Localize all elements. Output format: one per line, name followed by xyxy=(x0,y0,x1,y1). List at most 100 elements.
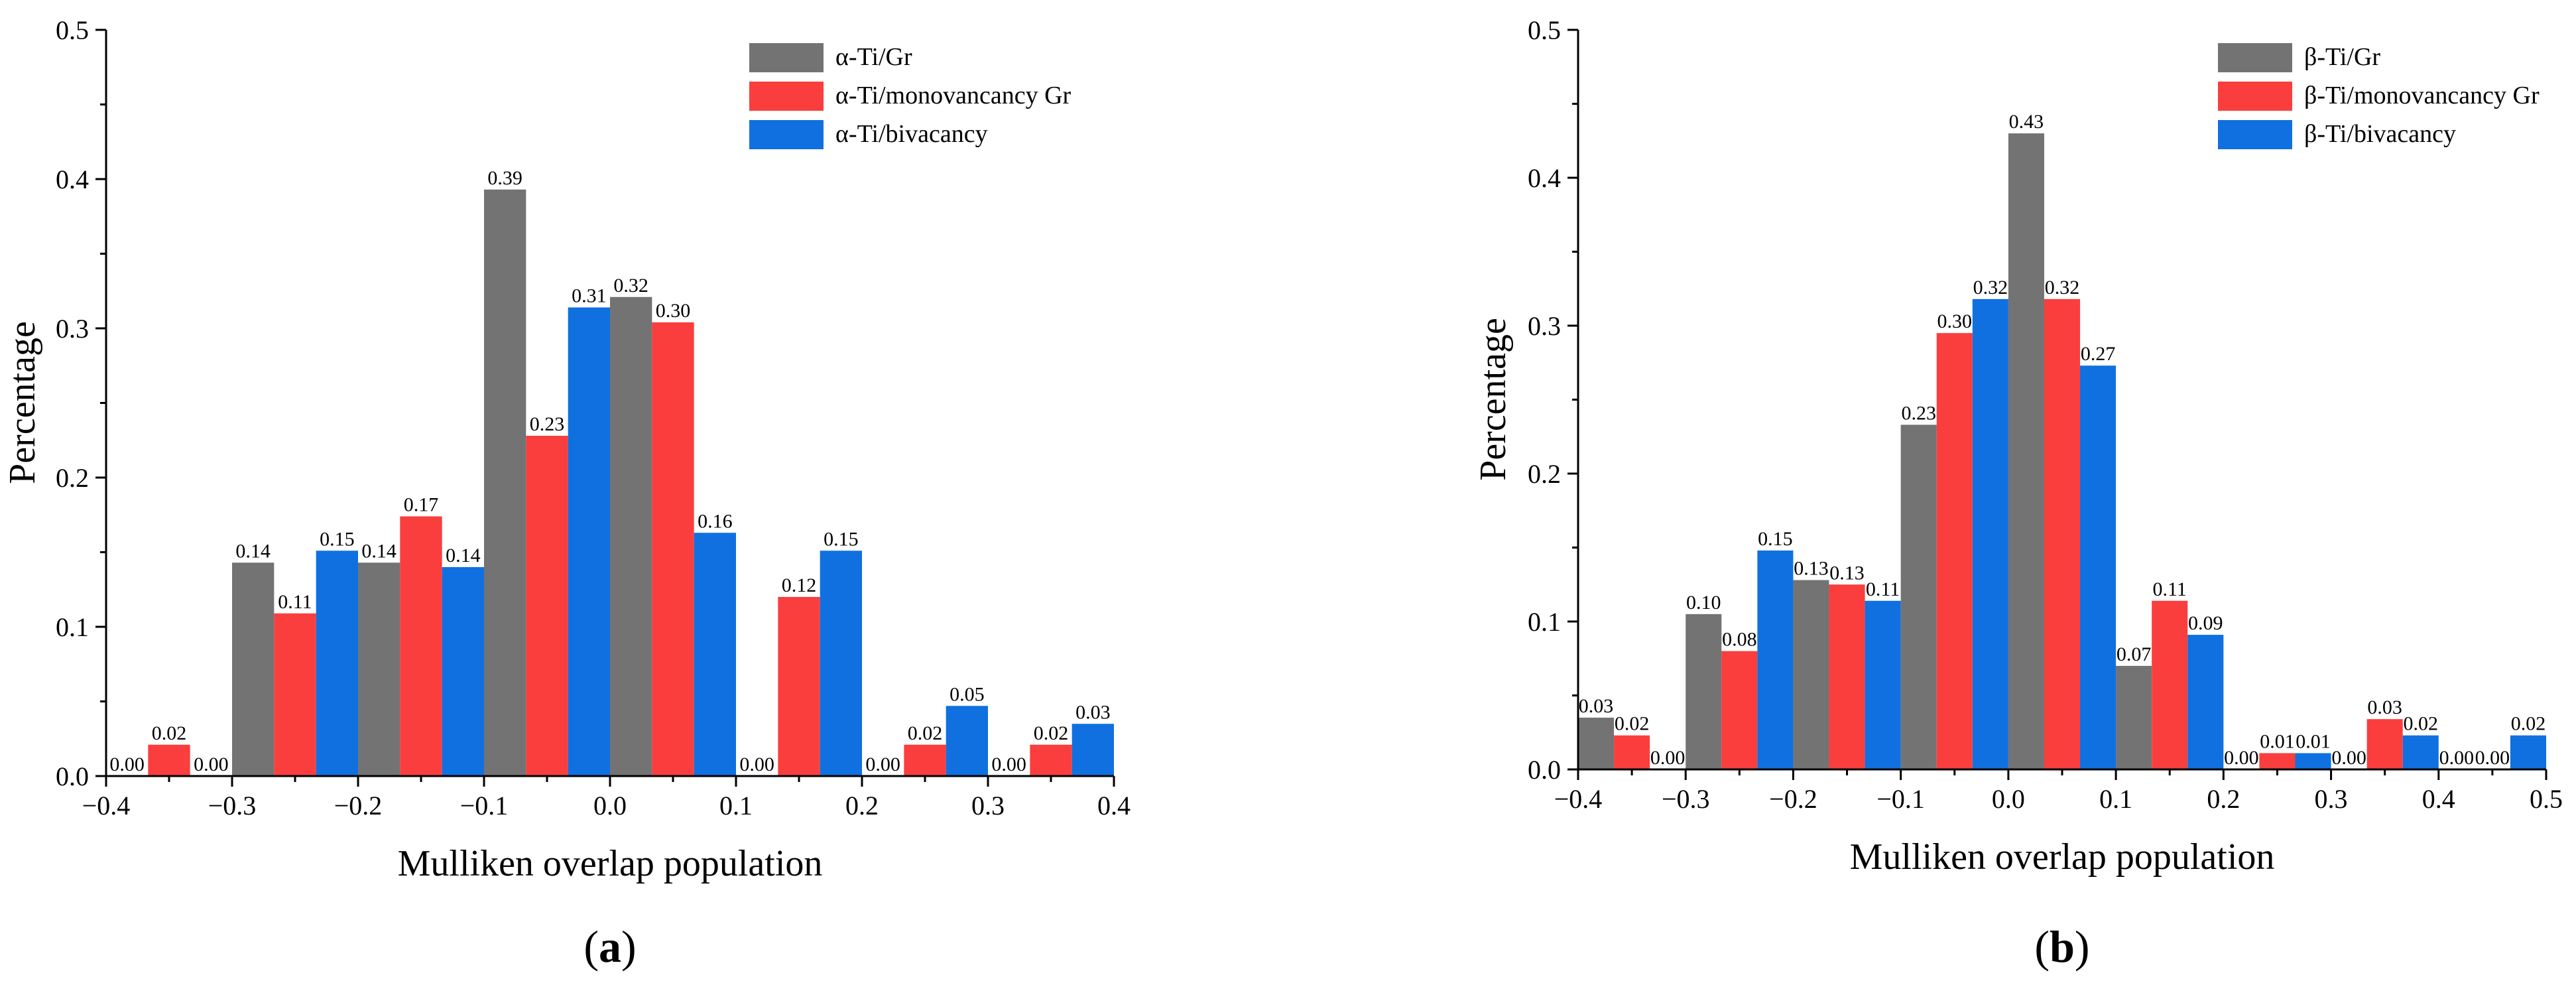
x-tick-label-0-7: 0.3 xyxy=(971,791,1005,820)
bar-0-s2-b7 xyxy=(1072,724,1114,776)
x-tick-label-0-4: 0.0 xyxy=(593,791,627,820)
bar-0-s0-b3 xyxy=(484,189,526,776)
bar-0-s1-b0 xyxy=(148,744,190,776)
bar-1-s2-b2 xyxy=(1865,600,1901,769)
data-label-1-s1-b1: 0.08 xyxy=(1722,629,1757,651)
legend-swatch-1-0 xyxy=(2218,43,2292,72)
chart-panel-b: 0.030.100.130.230.430.070.00 0.00 0.000.02… xyxy=(1473,15,2563,972)
data-label-1-s0-b5: 0.07 xyxy=(2116,643,2152,665)
legend-1: β-Ti/Gr β-Ti/monovancancy Gr β-Ti/bivacanc… xyxy=(2218,43,2540,149)
panel-label-letter-0: a xyxy=(599,921,621,972)
y-tick-label-0-1: 0.1 xyxy=(56,612,89,642)
bar-1-s1-b4 xyxy=(2044,298,2081,769)
legend-label-1-2: β-Ti/bivacancy xyxy=(2304,120,2456,148)
legend-swatch-0-0 xyxy=(749,43,824,72)
y-tick-label-0-5: 0.5 xyxy=(56,15,89,45)
data-label-1-s1-b4: 0.32 xyxy=(2045,277,2080,298)
bar-0-s1-b5 xyxy=(778,597,820,776)
bar-1-s2-b7 xyxy=(2402,735,2439,769)
panel-label-0: (a) xyxy=(583,921,636,972)
y-tick-label-1-5: 0.5 xyxy=(1528,15,1561,45)
legend-label-1-0: β-Ti/Gr xyxy=(2304,43,2380,71)
bar-1-s2-b6 xyxy=(2295,753,2331,769)
data-label-1-s1-b0: 0.02 xyxy=(1615,713,1650,735)
legend-label-0-0: α-Ti/Gr xyxy=(835,43,912,71)
bar-1-s2-b1 xyxy=(1757,550,1794,769)
data-label-1-s0-b8: 0.00 xyxy=(2439,747,2475,769)
data-label-1-s2-b3: 0.32 xyxy=(1973,277,2008,298)
bar-1-s1-b3 xyxy=(1936,333,1973,769)
bar-0-s2-b4 xyxy=(694,533,736,776)
data-label-0-s0-b4: 0.32 xyxy=(613,275,648,296)
legend-swatch-0-1 xyxy=(749,82,824,111)
y-axis-title-0: Percentage xyxy=(2,321,43,484)
data-label-1-s2-b1: 0.15 xyxy=(1758,528,1793,550)
panel-label-close-0: ) xyxy=(621,921,637,972)
x-tick-label-0-5: 0.1 xyxy=(719,791,753,820)
data-label-1-s0-b1: 0.10 xyxy=(1686,592,1721,614)
data-label-1-s0-b0: 0.03 xyxy=(1579,695,1614,717)
data-label-0-s1-b6: 0.02 xyxy=(908,722,943,744)
data-label-1-s2-b4: 0.27 xyxy=(2081,343,2116,365)
panel-label-letter-1: b xyxy=(2050,921,2075,972)
y-tick-label-1-3: 0.3 xyxy=(1528,311,1561,341)
x-tick-label-1-4: 0.0 xyxy=(1992,784,2025,814)
bar-0-s2-b2 xyxy=(442,567,484,776)
bar-1-s0-b4 xyxy=(2008,133,2044,770)
data-label-0-s2-b0: 0.00 xyxy=(194,753,229,775)
bar-0-s2-b1 xyxy=(316,551,358,776)
data-label-0-s2-b3: 0.31 xyxy=(572,285,607,307)
data-label-1-s1-b8: 0.00 xyxy=(2475,747,2510,769)
bar-1-s2-b8 xyxy=(2510,735,2546,769)
data-label-0-s2-b7: 0.03 xyxy=(1075,701,1111,723)
y-tick-label-1-2: 0.2 xyxy=(1528,459,1561,489)
legend-swatch-1-1 xyxy=(2218,82,2292,111)
data-label-1-s2-b7: 0.02 xyxy=(2403,713,2438,735)
data-label-1-s2-b2: 0.11 xyxy=(1866,578,1900,600)
bar-1-s1-b5 xyxy=(2152,600,2188,769)
data-label-1-s0-b4: 0.43 xyxy=(2009,111,2044,133)
legend-swatch-0-2 xyxy=(749,120,824,149)
data-label-1-s2-b8: 0.02 xyxy=(2511,713,2546,735)
x-tick-label-1-0: −0.4 xyxy=(1554,784,1603,814)
bar-1-s1-b1 xyxy=(1721,651,1758,769)
panel-label-close-1: ) xyxy=(2075,921,2090,972)
chart-panel-a: 0.00 0.14 0.14 0.39 0.32 0.00 0.00 0.00 0.02 0.11… xyxy=(2,15,1131,972)
x-tick-label-1-3: −0.1 xyxy=(1876,784,1925,814)
legend-0: α-Ti/Gr α-Ti/monovancancy Gr α-Ti/bivacanc… xyxy=(749,43,1072,149)
data-label-0-s0-b5: 0.00 xyxy=(739,753,774,775)
data-label-1-s0-b7: 0.00 xyxy=(2331,747,2366,769)
data-label-1-s2-b6: 0.01 xyxy=(2296,730,2331,752)
x-tick-label-1-7: 0.3 xyxy=(2315,784,2348,814)
bar-1-s0-b2 xyxy=(1793,580,1829,769)
x-tick-label-0-0: −0.4 xyxy=(82,791,131,820)
bar-0-s1-b1 xyxy=(274,613,316,776)
data-label-0-s1-b2: 0.17 xyxy=(404,494,439,516)
x-tick-label-1-8: 0.4 xyxy=(2422,784,2455,814)
data-label-1-s1-b7: 0.03 xyxy=(2367,696,2402,718)
data-label-1-s2-b5: 0.09 xyxy=(2188,612,2223,634)
bar-0-s1-b3 xyxy=(526,436,568,776)
x-tick-label-1-6: 0.2 xyxy=(2207,784,2240,814)
panel-label-open-1: ( xyxy=(2034,921,2050,972)
legend-label-0-1: α-Ti/monovancancy Gr xyxy=(835,82,1072,109)
x-tick-label-1-2: −0.2 xyxy=(1769,784,1817,814)
data-label-1-s2-b0: 0.00 xyxy=(1650,747,1686,769)
bar-1-s1-b7 xyxy=(2366,719,2403,769)
bar-1-s0-b3 xyxy=(1900,425,1937,769)
data-label-0-s2-b4: 0.16 xyxy=(698,510,733,532)
bar-0-s1-b7 xyxy=(1030,744,1072,776)
data-label-0-s1-b3: 0.23 xyxy=(530,413,565,435)
bar-0-s0-b2 xyxy=(358,562,400,776)
bar-0-s2-b6 xyxy=(946,706,988,776)
legend-swatch-1-2 xyxy=(2218,120,2292,149)
y-tick-label-1-4: 0.4 xyxy=(1528,163,1561,193)
y-tick-label-1-0: 0.0 xyxy=(1528,755,1561,785)
bar-0-s0-b1 xyxy=(232,562,275,776)
bar-1-s0-b1 xyxy=(1686,614,1722,769)
data-label-0-s0-b1: 0.14 xyxy=(235,540,271,562)
data-label-0-s0-b3: 0.39 xyxy=(487,167,522,189)
x-tick-label-0-1: −0.3 xyxy=(208,791,257,820)
y-tick-label-0-3: 0.3 xyxy=(56,314,89,344)
